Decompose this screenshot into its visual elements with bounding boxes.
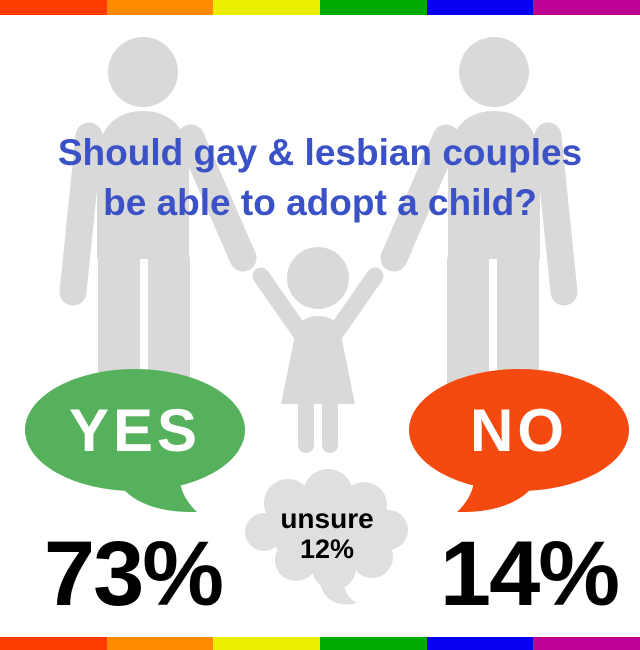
child-arm-right [327,267,384,341]
stripe-segment [426,0,534,15]
no-speech-bubble [409,369,629,513]
stripe-segment [533,637,640,650]
rainbow-stripe-top [0,0,640,15]
no-bubble-tail [457,460,539,513]
rainbow-stripe-bottom [0,637,640,650]
unsure-label-block: unsure 12% [247,503,407,565]
unsure-percentage: 12% [299,534,355,564]
poll-question-line-2: be able to adopt a child? [103,182,537,223]
stripe-segment [320,637,427,650]
no-label: NO [470,396,568,464]
stripe-segment [106,637,214,650]
cloud-tail [320,574,357,605]
child-arm-left [252,267,309,341]
no-percentage: 14% [439,523,620,625]
yes-label: YES [68,396,202,464]
unsure-thought-cloud [245,469,408,605]
yes-speech-bubble [25,369,245,513]
no-bubble-body [409,369,629,491]
stripe-segment [533,0,640,15]
stripe-segment [213,0,321,15]
stripe-segment [213,637,321,650]
child-figure-icon [252,247,384,453]
stripe-segment [426,637,534,650]
yes-bubble-body [25,369,245,491]
yes-bubble-tail [115,460,197,513]
cloud-center [271,491,383,571]
unsure-label: unsure [280,503,374,534]
poll-question-line-1: Should gay & lesbian couples [57,132,583,173]
child-head [287,247,349,309]
stripe-segment [0,637,107,650]
stripe-segment [0,0,107,15]
stripe-segment [106,0,214,15]
stripe-segment [320,0,427,15]
poll-question: Should gay & lesbian couples be able to … [0,128,640,228]
yes-percentage: 73% [43,523,224,625]
